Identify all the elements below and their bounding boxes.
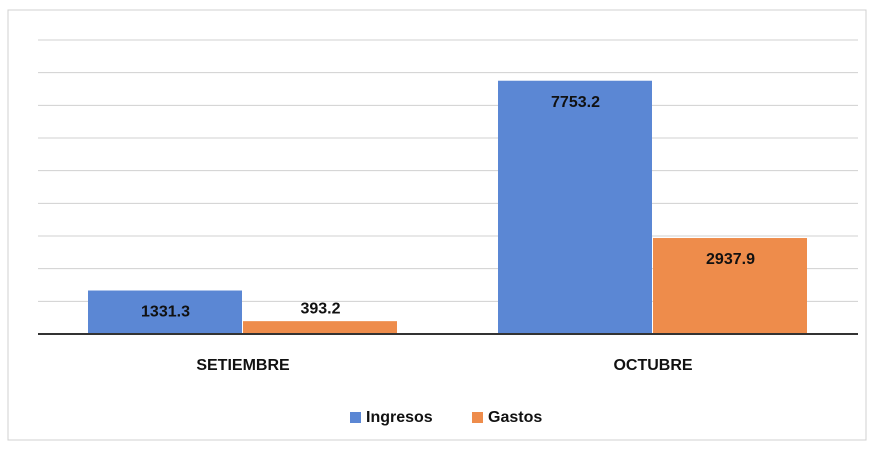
data-label: 7753.2 (551, 94, 600, 111)
legend-label: Ingresos (366, 409, 433, 426)
chart-frame (7, 9, 867, 441)
x-tick-label: SETIEMBRE (196, 357, 290, 374)
legend-swatch (350, 412, 361, 423)
data-label: 2937.9 (706, 251, 755, 268)
bar (243, 321, 397, 334)
bar (498, 80, 652, 335)
data-label: 1331.3 (141, 304, 190, 321)
legend-swatch (472, 412, 483, 423)
bar (88, 290, 242, 334)
data-label: 393.2 (300, 300, 340, 317)
x-tick-label: OCTUBRE (613, 357, 692, 374)
legend-label: Gastos (488, 409, 542, 426)
bar (653, 238, 807, 334)
